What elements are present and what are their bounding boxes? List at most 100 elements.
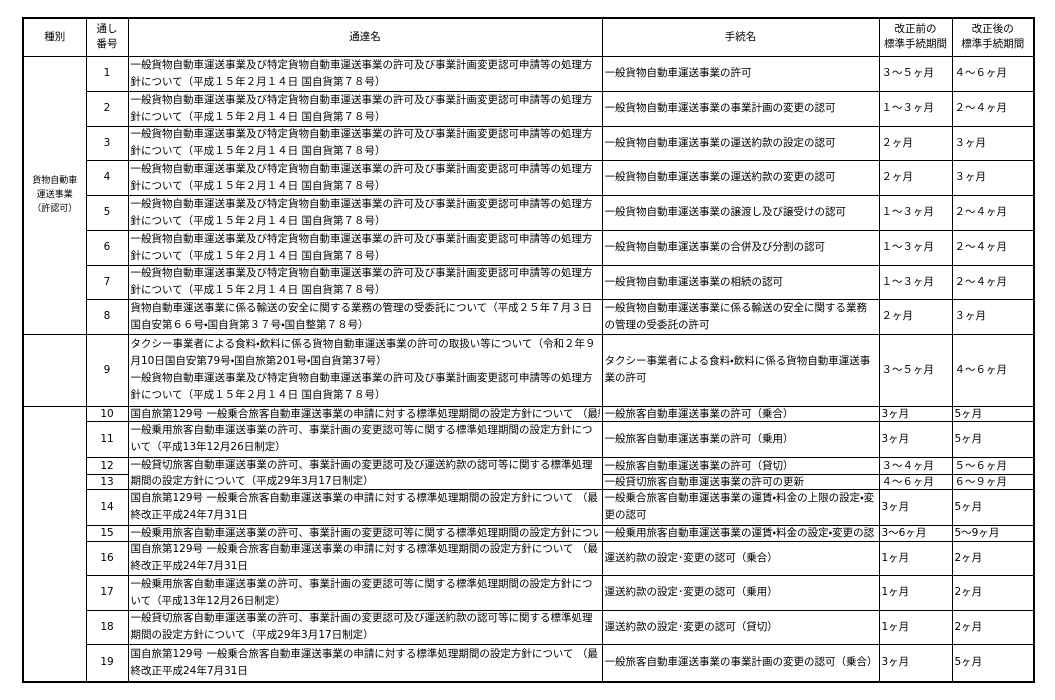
notice-cell-text: 一般貨物自動車運送事業及び特定貨物自動車運送事業の許可及び事業計画変更認可申請等…: [130, 162, 593, 192]
before-cell: １～３ヶ月: [878, 229, 953, 266]
after-cell-text: ２～４ヶ月: [954, 241, 1008, 253]
procedure-cell: 運送約款の設定･変更の認可（乗合）: [601, 540, 880, 576]
notice-cell: 国自旅第129号 一般乗合旅客自動車運送事業の申請に対する標準処理期間の設定方針…: [127, 643, 603, 682]
number-cell: 14: [85, 488, 129, 526]
category-cell: 貨物自動車 運送事業 （許認可）: [22, 55, 87, 335]
after-cell-text: 5～9ヶ月: [954, 526, 1000, 539]
number-cell-text: 17: [100, 586, 114, 598]
notice-line: 一般貨物自動車運送事業及び特定貨物自動車運送事業の許可及び事業計画変更認可申請等…: [130, 372, 593, 401]
notice-cell-text: 一般貨物自動車運送事業及び特定貨物自動車運送事業の許可及び事業計画変更認可申請等…: [130, 128, 593, 157]
before-cell-text: 3～6ヶ月: [881, 526, 927, 539]
procedure-cell-text: 一般乗合旅客自動車運送事業の運賃・料金の上限の設定・変更の認可: [604, 492, 875, 521]
notice-cell-text: 国自旅第129号 一般乗合旅客自動車運送事業の申請に対する標準処理期間の設定方針…: [130, 647, 598, 677]
number-cell-text: 16: [100, 551, 114, 564]
table-row: 2 一般貨物自動車運送事業及び特定貨物自動車運送事業の許可及び事業計画変更認可申請…: [23, 90, 1035, 127]
number-cell-text: 9: [103, 363, 111, 376]
table-row: 4 一般貨物自動車運送事業及び特定貨物自動車運送事業の許可及び事業計画変更認可申請…: [23, 159, 1035, 196]
after-cell: ３ヶ月: [951, 159, 1035, 196]
before-cell-text: ２ヶ月: [881, 136, 914, 149]
procedure-cell: 一般旅客自動車運送事業の事業計画の変更の認可（乗合）: [601, 643, 880, 682]
procedure-cell: 一般貨物自動車運送事業の運送約款の変更の認可: [601, 159, 880, 196]
before-cell: ２ヶ月: [878, 159, 953, 196]
notice-cell-text: 一般貨物自動車運送事業及び特定貨物自動車運送事業の許可及び事業計画変更認可申請等…: [130, 93, 593, 123]
notice-cell: 一般貸切旅客自動車運送事業の許可、事業計画の変更認可及び運送約款の認可等に関する…: [127, 609, 603, 645]
after-cell: ３ヶ月: [951, 125, 1035, 161]
procedure-cell-text: 一般貨物自動車運送事業の許可: [604, 67, 752, 79]
number-cell-text: 19: [100, 656, 114, 668]
after-cell: ２～４ヶ月: [951, 194, 1035, 231]
after-cell: ３ヶ月: [951, 298, 1035, 335]
notice-cell: 一般貨物自動車運送事業及び特定貨物自動車運送事業の許可及び事業計画変更認可申請等…: [127, 264, 603, 300]
table-row: 14 国自旅第129号 一般乗合旅客自動車運送事業の申請に対する標準処理期間の設定…: [23, 488, 1035, 526]
procedure-cell: 一般貨物自動車運送事業の相続の認可: [601, 264, 880, 300]
before-cell-text: ２ヶ月: [881, 310, 914, 322]
after-cell: 2ヶ月: [951, 609, 1035, 645]
procedure-cell-text: 一般貨物自動車運送事業の相続の認可: [604, 275, 784, 288]
after-cell-text: ２～４ヶ月: [954, 206, 1008, 218]
table-row: 16 国自旅第129号 一般乗合旅客自動車運送事業の申請に対する標準処理期間の設定…: [23, 540, 1035, 576]
before-cell-text: １～３ヶ月: [881, 206, 935, 218]
notice-cell: 一般貸切旅客自動車運送事業の許可、事業計画の変更認可及び運送約款の認可等に関する…: [127, 456, 603, 490]
procedure-cell-text: 一般乗用旅客自動車運送事業の運賃・料金の設定・変更の認: [604, 526, 875, 539]
notice-cell-text: 貨物自動車運送事業に係る輸送の安全に関する業務の管理の受委託について（平成２５年…: [130, 301, 593, 331]
procedure-cell-text: 一般貨物自動車運送事業の運送約款の設定の認可: [604, 136, 836, 149]
after-cell-text: ３ヶ月: [954, 136, 987, 149]
before-cell-text: 1ヶ月: [881, 551, 910, 564]
before-cell: １～３ヶ月: [878, 90, 953, 127]
after-cell: ４～６ヶ月: [951, 55, 1035, 92]
after-cell-text: ２～４ヶ月: [954, 102, 1008, 114]
after-cell-text: 2ヶ月: [954, 586, 983, 598]
after-cell-text: ４～６ヶ月: [954, 67, 1008, 79]
number-cell: 9: [85, 333, 129, 407]
procedure-cell-text: 一般貨物自動車運送事業の事業計画の変更の認可: [604, 102, 836, 114]
table-row: 貨物自動車 運送事業 （許認可） 1 一般貨物自動車運送事業及び特定貨物自動車運送事…: [22, 55, 1035, 335]
category-label: 貨物自動車 運送事業 （許認可）: [32, 176, 78, 214]
number-cell: 18: [85, 609, 129, 645]
procedure-cell: 一般旅客自動車運送事業の許可（乗用）: [601, 420, 880, 458]
before-cell-text: ３～５ヶ月: [881, 363, 935, 376]
number-cell: 8: [85, 298, 129, 335]
table-row: 9 タクシー事業者による食料・飲料に係る貨物自動車運送事業の許可の取扱い等について…: [22, 333, 1035, 407]
after-cell-text: 2ヶ月: [954, 620, 983, 633]
number-cell: 19: [85, 643, 129, 682]
header-cell: 種別: [22, 17, 87, 57]
number-cell-text: 15: [100, 526, 114, 539]
table-row: 8 貨物自動車運送事業に係る輸送の安全に関する業務の管理の受委託について（平成２５…: [23, 298, 1035, 335]
header-cell: 改正前の 標準手続期間: [878, 17, 953, 57]
table-row: 17 一般乗用旅客自動車運送事業の許可、事業計画の変更認可等に関する標準処理期間の…: [23, 574, 1035, 611]
notice-line: タクシー事業者による食料・飲料に係る貨物自動車運送事業の許可の取扱い等について（…: [130, 338, 596, 367]
notice-cell: 国自旅第129号 一般乗合旅客自動車運送事業の申請に対する標準処理期間の設定方針…: [127, 540, 603, 576]
number-cell: 12: [85, 456, 129, 475]
number-cell-text: 11: [100, 432, 114, 445]
notice-cell: 一般貨物自動車運送事業及び特定貨物自動車運送事業の許可及び事業計画変更認可申請等…: [127, 229, 603, 266]
procedure-cell: 一般乗合旅客自動車運送事業の運賃・料金の上限の設定・変更の認可: [601, 488, 880, 526]
procedure-cell: タクシー事業者による食料・飲料に係る貨物自動車運送事業の許可: [601, 333, 880, 407]
number-cell-text: 7: [103, 275, 111, 288]
number-cell-text: 1: [103, 67, 111, 79]
procedure-cell-text: 一般貨物自動車運送事業の譲渡し及び譲受けの認可: [604, 206, 847, 218]
after-cell-text: ３ヶ月: [954, 171, 987, 183]
after-cell: 5ヶ月: [951, 643, 1035, 682]
after-cell: 5～9ヶ月: [951, 524, 1035, 542]
header-cell: 通達名: [127, 17, 603, 57]
number-cell-text: 10: [100, 407, 114, 420]
procedure-cell: 運送約款の設定･変更の認可（乗用）: [601, 574, 880, 611]
before-cell: 3ヶ月: [878, 643, 953, 682]
procedure-cell: 一般旅客自動車運送事業の許可（乗合）: [601, 405, 880, 422]
number-cell: 6: [85, 229, 129, 266]
notice-cell: タクシー事業者による食料・飲料に係る貨物自動車運送事業の許可の取扱い等について（…: [127, 333, 603, 407]
procedure-cell-text: 一般貸切旅客自動車運送事業の許可の更新: [604, 475, 805, 488]
before-cell: 1ヶ月: [878, 574, 953, 611]
before-cell: 3ヶ月: [878, 405, 953, 422]
after-cell-text: 2ヶ月: [954, 551, 983, 564]
header-row: 種別 通し 番号 通達名 手続名 改正前の 標準手続期間 改正後の 標準手続期間: [22, 17, 1035, 57]
number-cell-text: 12: [100, 459, 114, 472]
before-cell-text: 3ヶ月: [881, 432, 910, 445]
after-cell-text: ２～４ヶ月: [954, 275, 1008, 288]
before-cell-text: 3ヶ月: [881, 500, 910, 513]
procedure-cell-text: 運送約款の設定･変更の認可（乗合）: [604, 551, 778, 564]
notice-cell-text: 一般乗用旅客自動車運送事業の許可、事業計画の変更認可等に関する標準処理期間の設定…: [130, 577, 593, 607]
before-cell-text: ２ヶ月: [881, 171, 914, 183]
before-cell: 3～6ヶ月: [878, 524, 953, 542]
